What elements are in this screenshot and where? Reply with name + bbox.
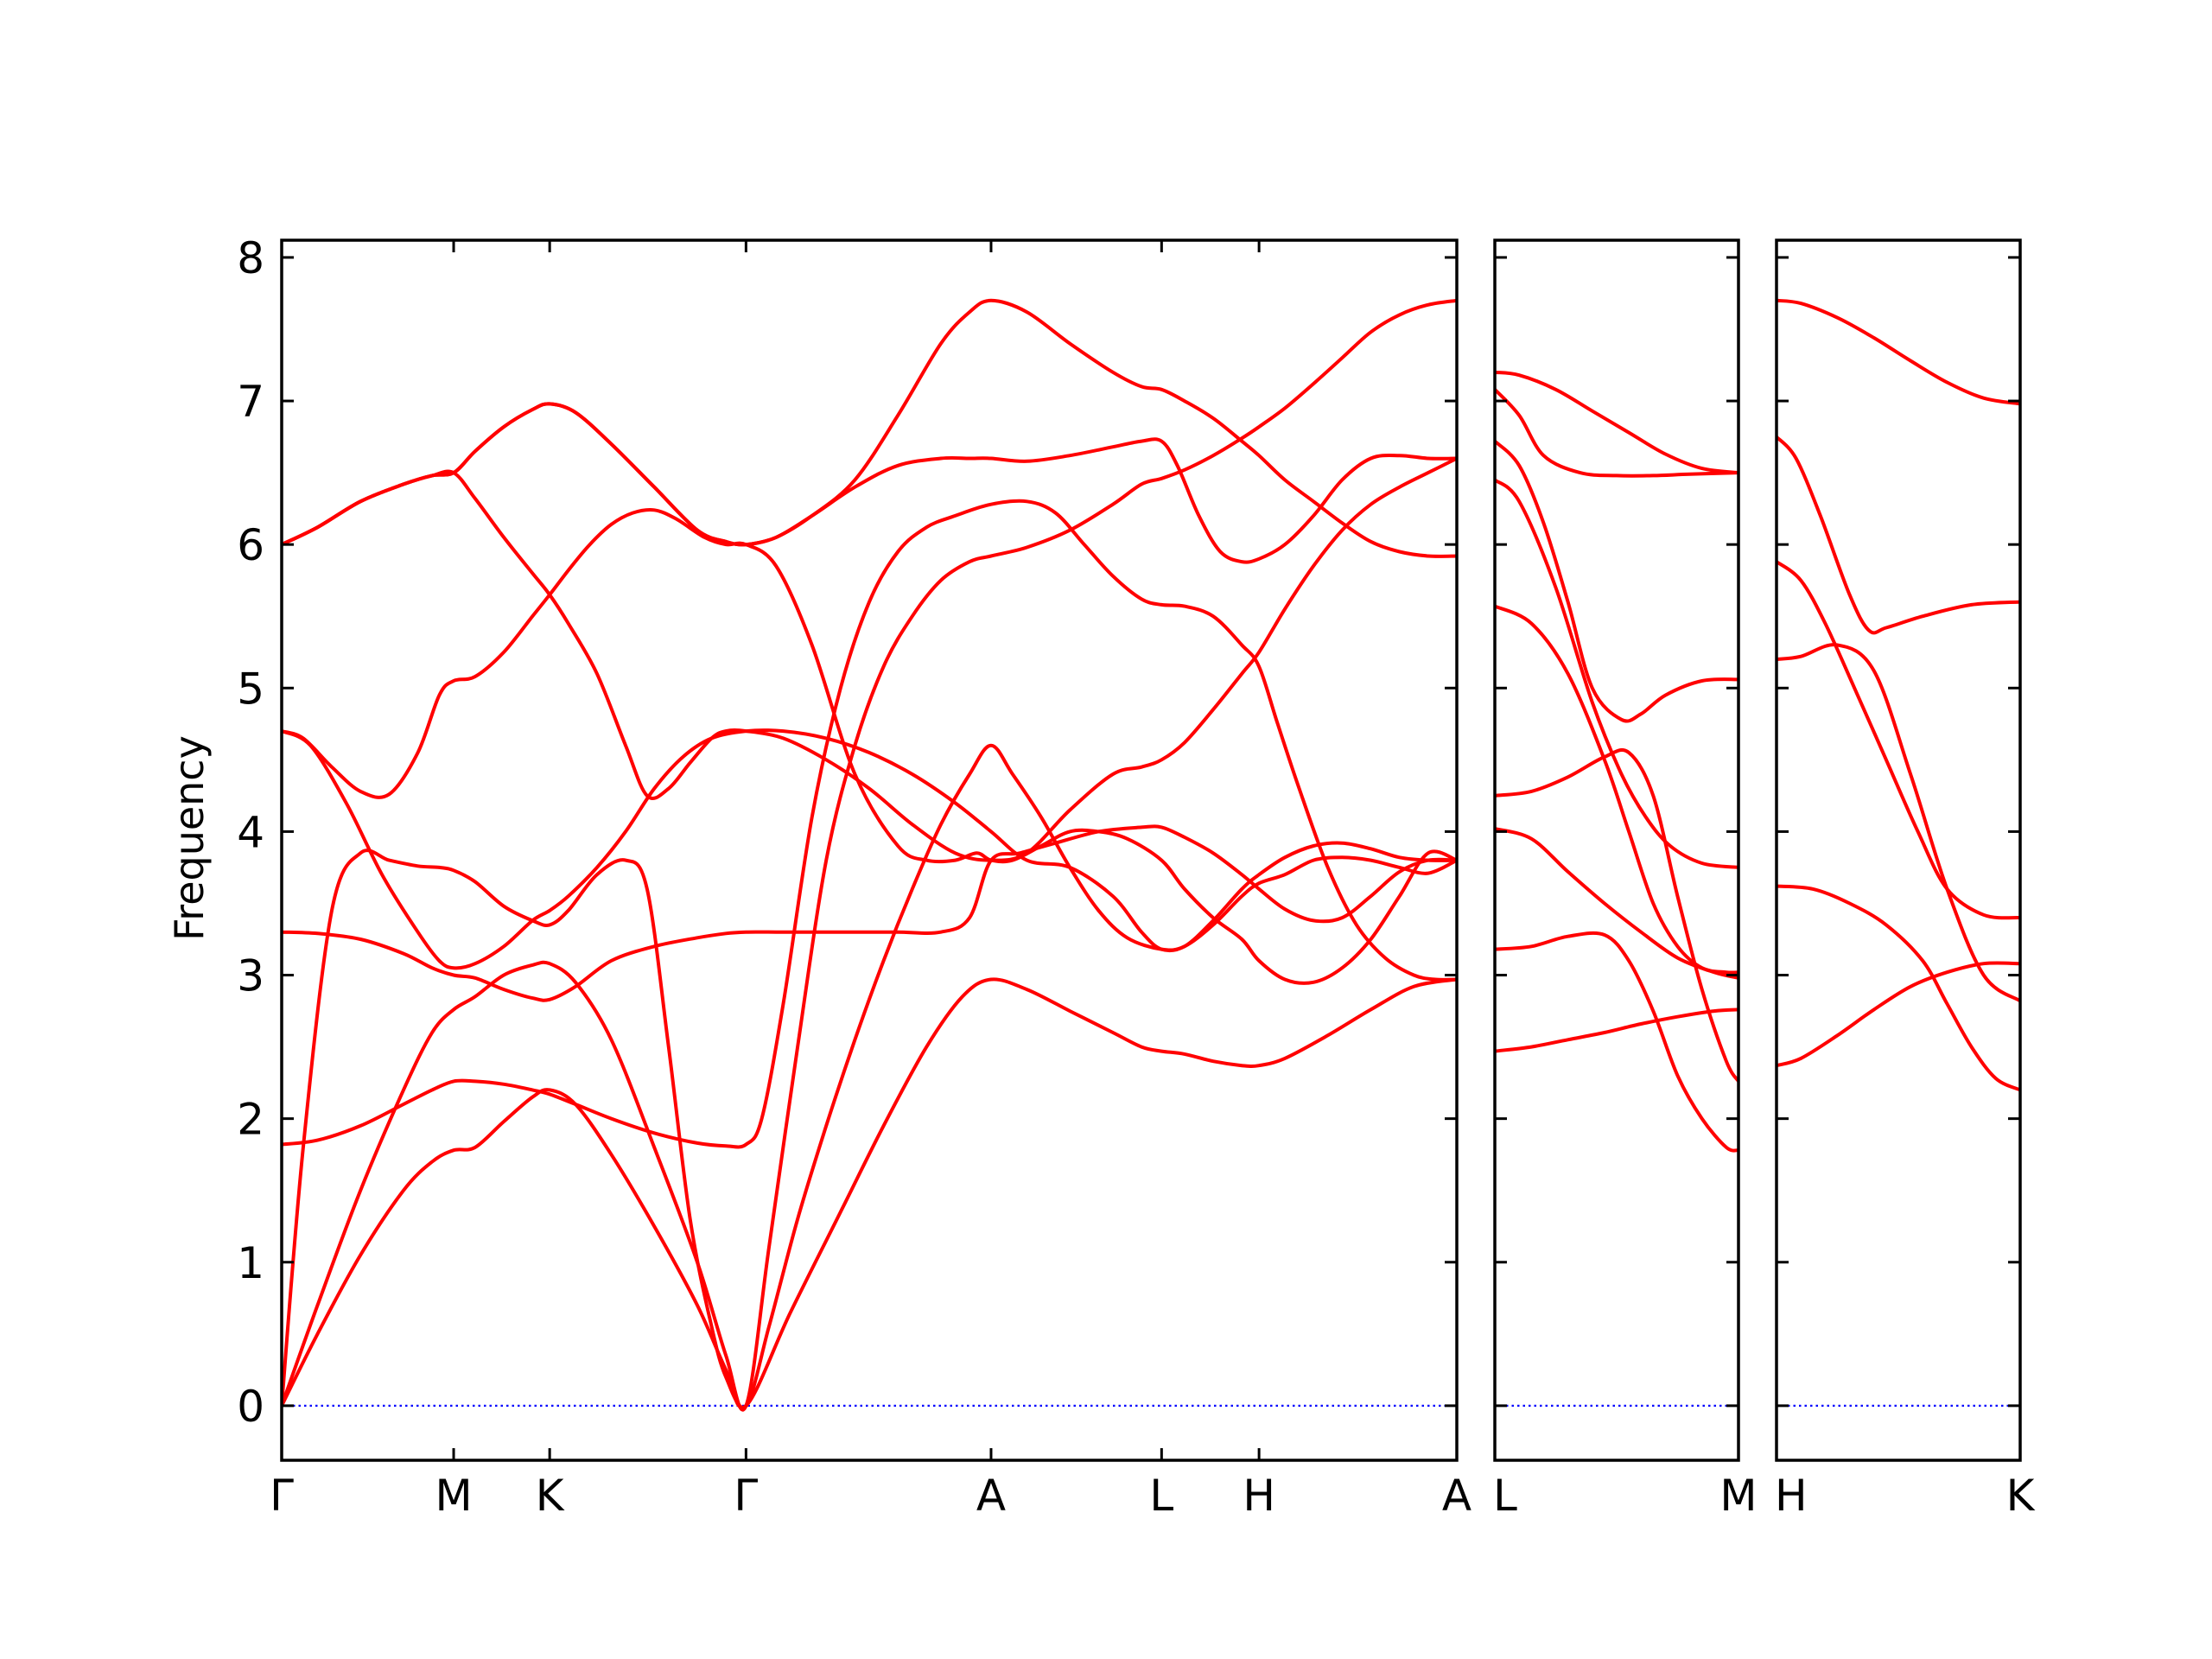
band-line-6 — [1495, 478, 1738, 869]
x-tick-label: M — [1719, 1471, 1757, 1521]
x-tick-label: H — [1243, 1471, 1275, 1521]
band-line-1 — [1777, 961, 2020, 1068]
band-line-3 — [282, 499, 1457, 1149]
x-tick-label: A — [976, 1471, 1006, 1521]
band-line-3 — [1777, 643, 2020, 1003]
bands — [1777, 298, 2020, 1092]
x-tick-label: K — [2006, 1471, 2036, 1521]
band-line-7 — [1495, 439, 1738, 723]
band-line-4 — [1777, 560, 2020, 920]
band-line-8 — [1495, 387, 1738, 478]
band-line-4 — [1495, 747, 1738, 1084]
band-line-5 — [1495, 604, 1738, 975]
band-line-5 — [282, 824, 1457, 1002]
x-tick-label: K — [536, 1471, 565, 1521]
bands — [1495, 370, 1738, 1153]
y-tick-label: 4 — [237, 807, 264, 857]
x-tick-label: A — [1442, 1471, 1471, 1521]
y-axis-ticks: 0 1 2 3 4 5 6 7 8 — [237, 233, 264, 1432]
panel-frame — [280, 238, 1459, 1462]
x-tick-label: M — [435, 1471, 472, 1521]
x-tick-label: L — [1493, 1471, 1517, 1521]
band-line-2 — [1495, 931, 1738, 1153]
x-tick-label: H — [1775, 1471, 1808, 1521]
panel-frame — [1775, 238, 2022, 1462]
band-line-7 — [282, 507, 1457, 985]
y-tick-label: 7 — [237, 377, 264, 427]
y-tick-label: 2 — [237, 1095, 264, 1145]
bands — [282, 298, 1457, 1412]
band-line-10 — [282, 402, 1457, 564]
y-tick-label: 3 — [237, 951, 264, 1001]
y-tick-label: 5 — [237, 664, 264, 714]
band-line-5 — [1777, 435, 2020, 635]
band-line-9 — [1495, 370, 1738, 475]
y-tick-label: 0 — [237, 1382, 264, 1432]
band-line-2 — [282, 298, 1457, 1412]
y-tick-label: 1 — [237, 1238, 264, 1288]
band-line-6 — [282, 728, 1457, 970]
y-axis-label: Frequency — [166, 735, 213, 941]
band-line-2 — [1777, 884, 2020, 1092]
band-line-6 — [1777, 298, 2020, 406]
band-line-1 — [282, 977, 1457, 1410]
x-tick-label: L — [1149, 1471, 1173, 1521]
y-tick-label: 6 — [237, 520, 264, 570]
x-tick-label: Γ — [734, 1471, 758, 1521]
x-tick-label: Γ — [270, 1471, 294, 1521]
panel-frame — [1493, 238, 1740, 1462]
band-line-8 — [282, 456, 1457, 862]
band-line-4 — [282, 743, 1457, 1409]
y-tick-label: 8 — [237, 233, 264, 283]
band-line-1 — [1495, 1007, 1738, 1053]
